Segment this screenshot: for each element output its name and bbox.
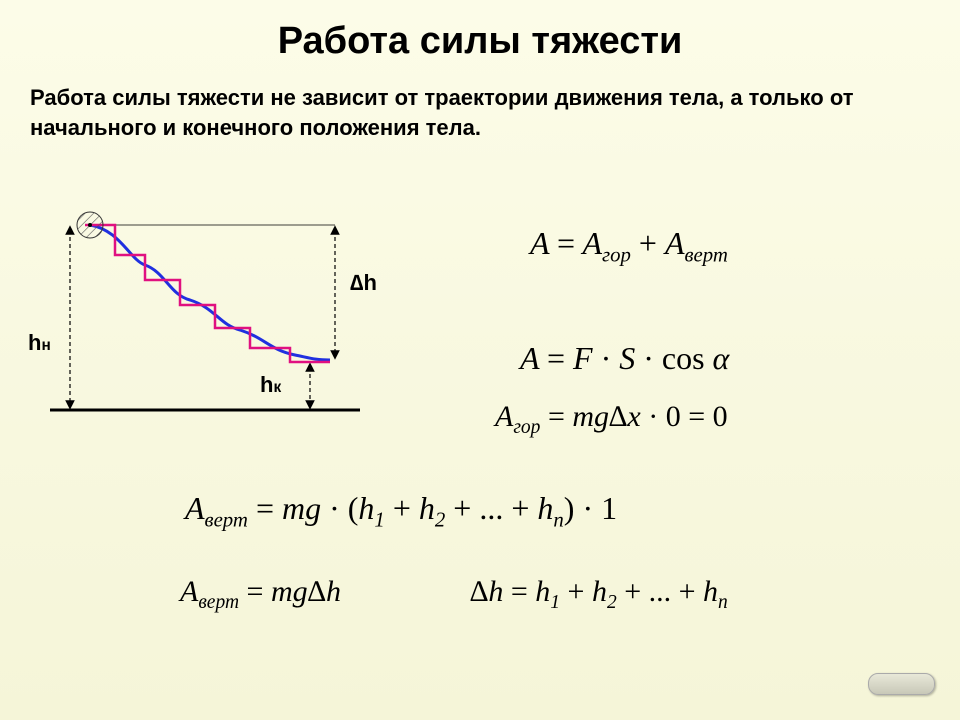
formula-general-work: A = F · S · cos α [520, 340, 729, 377]
formula-vertical-work-sum: Aверт = mg · (h1 + h2 + ... + hn) · 1 [185, 490, 617, 532]
page-subtitle: Работа силы тяжести не зависит от траект… [0, 63, 960, 142]
formula-delta-h: ∆h = h1 + h2 + ... + hn [470, 575, 728, 614]
trajectory-diagram: ∆h hн hк [30, 200, 410, 440]
trajectory-curve [90, 225, 330, 360]
h-end-label: hк [260, 372, 281, 398]
formula-total-work: A = Aгор + Aверт [530, 225, 728, 267]
formula-vertical-work: Aверт = mg∆h [180, 575, 341, 614]
h-start-label: hн [28, 330, 51, 356]
delta-h-label: ∆h [350, 270, 377, 296]
page-title: Работа силы тяжести [0, 0, 960, 63]
formula-horizontal-work: Aгор = mg∆x · 0 = 0 [495, 400, 728, 439]
next-button[interactable] [868, 673, 935, 695]
